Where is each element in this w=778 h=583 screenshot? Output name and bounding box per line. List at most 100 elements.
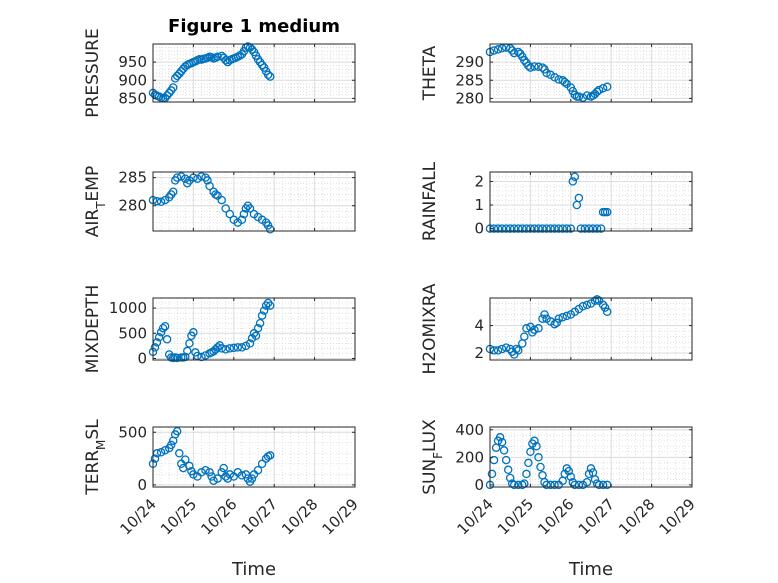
data-point	[578, 93, 588, 102]
data-point	[574, 193, 584, 203]
data-point	[247, 45, 257, 54]
y-axis-label: MIXDEPTH	[83, 285, 103, 374]
data-point	[156, 197, 166, 207]
data-point	[241, 470, 251, 479]
data-point	[562, 311, 572, 321]
data-point	[185, 461, 194, 471]
data-point	[550, 224, 559, 233]
y-tick-label: 0	[137, 476, 147, 494]
data-point	[213, 343, 222, 352]
data-point	[509, 480, 519, 490]
x-tick-label: 10/25	[494, 495, 537, 538]
data-point	[542, 480, 551, 490]
x-tick-label: 10/27	[238, 495, 281, 538]
x-tick-label: 10/24	[117, 495, 160, 538]
data-point	[217, 344, 226, 353]
data-point	[501, 343, 511, 352]
data-point	[550, 73, 559, 82]
data-point	[566, 472, 576, 481]
data-point	[245, 339, 255, 348]
y-tick-label: 285	[118, 169, 147, 187]
data-point	[209, 476, 218, 485]
data-point	[257, 60, 267, 70]
data-point	[253, 465, 263, 475]
data-point	[600, 303, 610, 312]
data-point	[560, 77, 569, 87]
data-point	[522, 469, 531, 479]
data-point	[168, 187, 178, 196]
data-point	[538, 63, 547, 72]
data-point	[570, 172, 580, 181]
data-point	[497, 44, 507, 53]
data-point	[512, 344, 521, 354]
data-point	[509, 224, 519, 233]
subplot-mixdepth: 0 500 1000 MIXDEPTH	[83, 285, 356, 374]
axes-background	[153, 172, 355, 231]
data-point	[538, 314, 547, 323]
y-tick-label: 900	[118, 71, 147, 89]
data-point	[596, 224, 606, 233]
data-point	[598, 480, 608, 490]
data-point	[574, 480, 584, 490]
data-point	[213, 474, 222, 483]
subplot-air_temp: 280 285 AIRTEMP	[83, 166, 356, 237]
data-point	[172, 173, 182, 182]
data-point	[592, 87, 602, 97]
data-point	[201, 465, 210, 475]
x-tick-label: 10/26	[197, 495, 240, 538]
data-point	[265, 451, 275, 460]
data-point	[582, 91, 592, 100]
axes-box	[489, 297, 693, 361]
data-point	[175, 449, 184, 458]
data-point	[558, 313, 567, 322]
data-point	[530, 325, 539, 334]
data-point	[487, 469, 497, 479]
data-point	[514, 346, 523, 355]
data-point	[189, 470, 198, 479]
data-point	[265, 72, 275, 81]
data-point	[546, 224, 555, 233]
data-point	[518, 224, 527, 233]
data-point	[588, 224, 598, 233]
x-tick-label: 10/27	[575, 495, 618, 538]
data-point	[197, 172, 206, 181]
data-point	[257, 459, 267, 469]
data-point	[213, 52, 222, 61]
x-tick-label: 10/29	[656, 495, 699, 538]
data-point	[594, 480, 604, 490]
data-point	[261, 301, 271, 310]
data-point	[507, 46, 517, 55]
data-point	[193, 174, 202, 183]
data-point	[189, 328, 198, 337]
axes-background	[153, 427, 355, 487]
data-point	[217, 195, 226, 205]
data-point	[221, 56, 230, 65]
data-point	[578, 302, 588, 311]
y-axis-label: TERRMSL	[83, 419, 108, 496]
y-axis-label: RAINFALL	[420, 161, 440, 241]
data-point	[493, 45, 503, 54]
y-tick-label: 280	[118, 197, 147, 215]
y-axis-label: AIRTEMP	[83, 166, 108, 237]
data-point	[158, 323, 168, 333]
data-point	[576, 224, 586, 233]
data-point	[225, 470, 235, 479]
subplot-rainfall: 0 1 2 RAINFALL	[420, 161, 693, 241]
x-tick-label: 10/29	[319, 495, 362, 538]
data-point	[203, 176, 212, 185]
data-point	[197, 352, 206, 362]
data-point	[530, 62, 539, 71]
data-point	[257, 311, 267, 320]
data-point	[558, 224, 567, 233]
axes-box	[152, 171, 356, 232]
data-point	[501, 224, 511, 233]
x-tick-label: 10/24	[454, 495, 497, 538]
axes-box	[152, 297, 356, 361]
data-point	[584, 224, 594, 233]
data-point	[168, 83, 178, 92]
axes-box	[152, 426, 356, 488]
y-tick-label: 850	[118, 89, 147, 107]
